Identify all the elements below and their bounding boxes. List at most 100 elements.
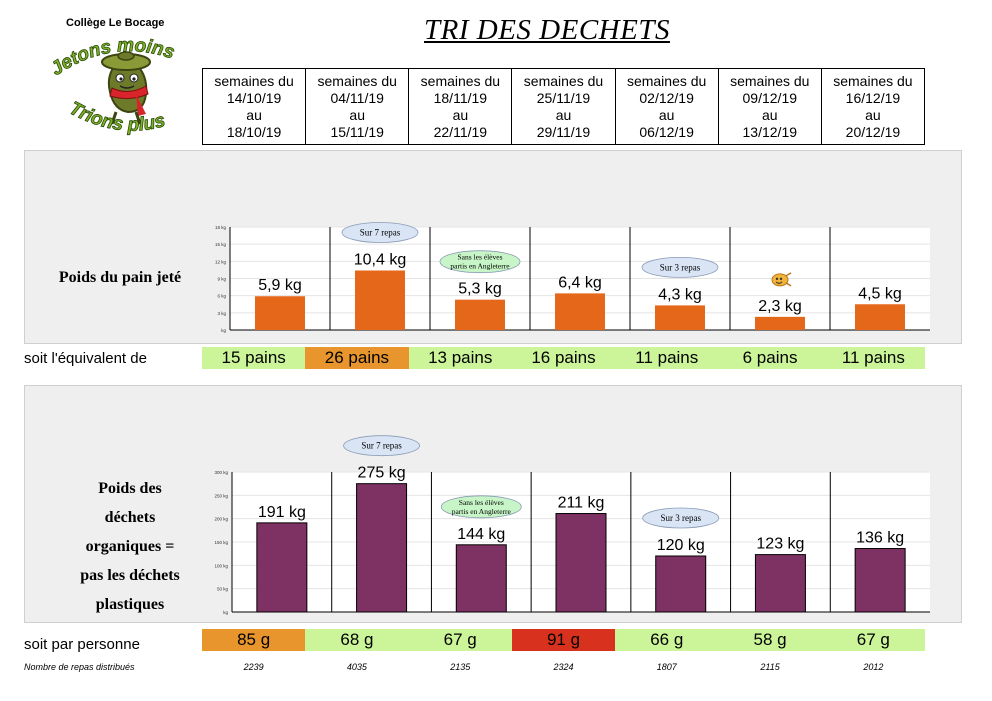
y-tick-label: 6 kg	[217, 294, 226, 299]
week-cell: semaines du 14/10/19 au 18/10/19	[201, 68, 307, 145]
bar	[455, 299, 505, 330]
annotation-text: Sans les élèves	[459, 498, 504, 507]
y-tick-label: 15 kg	[215, 242, 227, 247]
y-tick-label: 50 kg	[217, 587, 229, 592]
bar	[655, 555, 707, 613]
smiley-face	[771, 273, 789, 287]
y-tick-label: 3 kg	[217, 311, 226, 316]
bread-equiv-cell: 13 pains	[408, 347, 512, 369]
y-tick-label: kg	[221, 328, 226, 333]
bar	[455, 544, 507, 613]
meals-count: 2135	[450, 662, 471, 672]
smiley-mouth	[775, 281, 783, 284]
bread-chart-label: Poids du pain jeté	[58, 269, 182, 286]
y-tick-label: 12 kg	[215, 259, 227, 264]
week-cell: semaines du 04/11/19 au 15/11/19	[305, 68, 410, 145]
per-person-cell: 85 g	[202, 629, 306, 651]
bar-value-label: 123 kg	[756, 536, 804, 553]
meals-count: 1807	[656, 662, 677, 672]
y-tick-label: 18 kg	[215, 225, 227, 230]
bar	[355, 270, 405, 330]
annotation-bubble	[641, 256, 719, 278]
meals-count: 2115	[760, 662, 780, 672]
bar-value-label: 144 kg	[457, 526, 505, 543]
bar-value-label: 4,3 kg	[658, 286, 702, 303]
bread-equiv-cell: 15 pains	[202, 347, 306, 369]
bar	[755, 316, 805, 330]
bar-value-label: 10,4 kg	[354, 251, 406, 268]
smiley-arm	[785, 272, 792, 287]
bar	[555, 513, 607, 613]
per-person-row: 85 g 68 g 67 g 91 g 66 g 58 g 67 g	[202, 629, 925, 651]
per-person-label: soit par personne	[24, 636, 140, 653]
y-tick-label: 250 kg	[214, 493, 228, 498]
bar-value-label: 5,9 kg	[258, 277, 302, 294]
logo: Jetons moins Trions plus	[48, 35, 177, 137]
bread-equiv-label: soit l'équivalent de	[24, 350, 147, 367]
meals-count: 2324	[553, 662, 574, 672]
annotation-text: Sans les élèves	[458, 253, 503, 262]
bar	[855, 304, 905, 330]
per-person-cell: 68 g	[305, 629, 409, 651]
smiley-eye	[775, 277, 779, 281]
bar-value-label: 4,5 kg	[858, 285, 902, 302]
bar-value-label: 211 kg	[558, 495, 605, 512]
bread-equiv-cell: 11 pains	[615, 347, 719, 369]
bread-equiv-cell: 11 pains	[821, 347, 925, 369]
per-person-cell: 91 g	[511, 629, 616, 651]
bar	[655, 305, 705, 330]
bar-value-label: 120 kg	[657, 537, 705, 554]
annotation-text: Sur 7 repas	[361, 441, 402, 451]
week-cell: semaines du 18/11/19 au 22/11/19	[408, 68, 513, 145]
annotation-text: Sur 3 repas	[660, 262, 701, 272]
y-tick-label: 100 kg	[214, 563, 228, 568]
bar-value-label: 275 kg	[358, 465, 406, 482]
bar	[356, 483, 408, 613]
per-person-cell: 66 g	[615, 629, 719, 651]
meals-row: 2239 4035 2135 2324 1807 2115 2012	[202, 662, 925, 672]
annotation-text: partis en Angleterre	[452, 507, 512, 516]
meals-label: Nombre de repas distribués	[24, 662, 135, 672]
bar	[854, 548, 906, 613]
meals-count: 2012	[863, 662, 884, 672]
bar	[256, 522, 308, 613]
week-cell: semaines du 09/12/19 au 13/12/19	[717, 68, 822, 145]
smiley-icon	[771, 272, 792, 287]
bar	[255, 296, 305, 330]
bar-value-label: 136 kg	[856, 530, 904, 547]
bar	[555, 293, 605, 330]
annotation-bubble	[343, 435, 420, 457]
bar-value-label: 6,4 kg	[558, 274, 602, 291]
y-tick-label: 200 kg	[214, 517, 228, 522]
week-cell: semaines du 16/12/19 au 20/12/19	[820, 68, 926, 145]
bread-equiv-cell: 16 pains	[511, 347, 616, 369]
annotation-bubble	[642, 507, 720, 529]
annotation-text: Sur 7 repas	[360, 227, 401, 237]
y-tick-label: 9 kg	[217, 277, 226, 282]
meals-count: 4035	[346, 662, 367, 672]
per-person-cell: 58 g	[718, 629, 822, 651]
smiley-eye	[779, 277, 783, 281]
annotation-bubble	[439, 250, 521, 274]
bar-value-label: 2,3 kg	[758, 298, 802, 315]
week-cell: semaines du 02/12/19 au 06/12/19	[614, 68, 719, 145]
annotation-bubble	[341, 222, 419, 243]
page-title: TRI DES DECHETS	[424, 14, 670, 46]
meals-count: 2239	[243, 662, 264, 672]
y-tick-label: 150 kg	[214, 540, 228, 545]
annotation-text: partis en Angleterre	[450, 262, 510, 271]
waste-chart-label: Poids des déchets organiques = pas les d…	[80, 480, 180, 613]
weeks-table: semaines du 14/10/19 au 18/10/19 semaines d…	[201, 68, 926, 145]
bread-equiv-row: 15 pains 26 pains 13 pains 16 pains 11 p…	[202, 347, 925, 369]
per-person-cell: 67 g	[408, 629, 512, 651]
bread-equiv-cell: 26 pains	[305, 347, 409, 369]
annotation-text: Sur 3 repas	[660, 513, 701, 523]
weeks-row: semaines du 14/10/19 au 18/10/19 semaines d…	[201, 68, 926, 145]
bar	[754, 554, 806, 613]
bread-equiv-cell: 6 pains	[718, 347, 822, 369]
per-person-cell: 67 g	[821, 629, 925, 651]
y-tick-label: kg	[223, 610, 228, 615]
annotation-bubble	[440, 495, 522, 519]
